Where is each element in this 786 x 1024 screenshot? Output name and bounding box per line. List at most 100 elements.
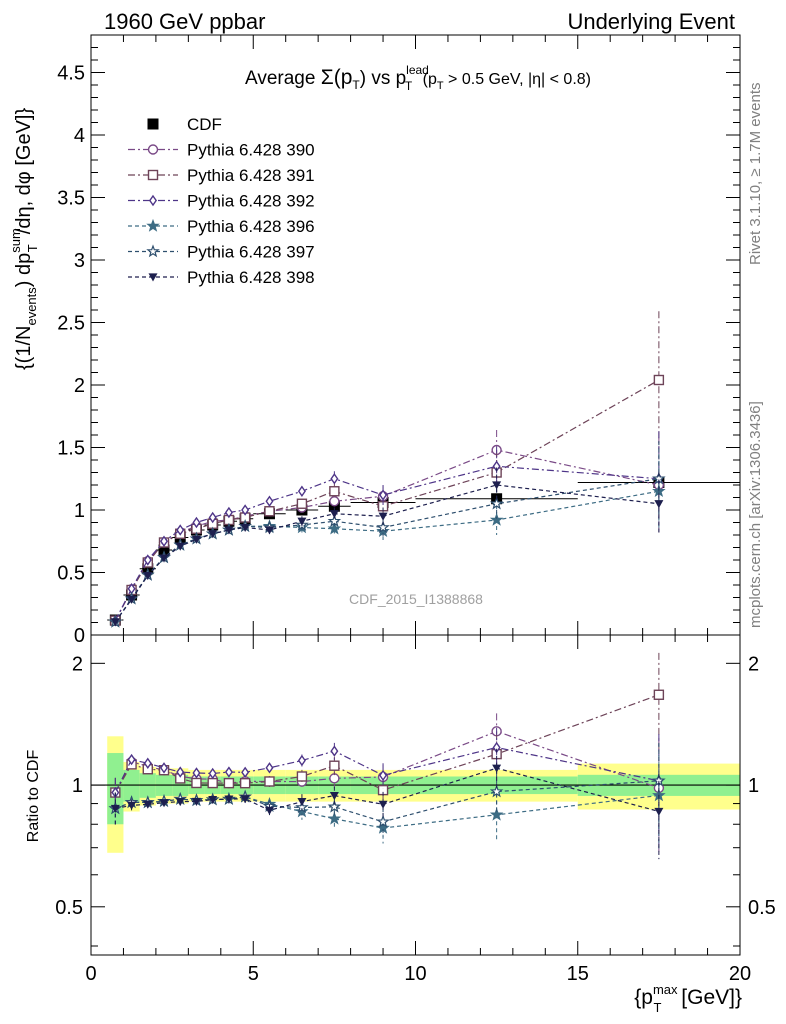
legend: CDF Pythia 6.428 390 Pythia 6.428 391 Pythi… xyxy=(128,115,315,287)
series-point xyxy=(240,523,250,532)
ratio-point xyxy=(653,689,665,700)
ratio-point xyxy=(143,800,153,809)
ratio-point xyxy=(127,801,137,810)
ratio-point xyxy=(191,777,202,789)
ratio-panel: 0.5 0.51 12 20 5 10 15 20 xyxy=(55,634,776,985)
main-y-tick-label: 1 xyxy=(74,500,85,522)
ratio-series-line xyxy=(114,730,660,793)
series-point xyxy=(327,521,342,535)
ratio-point xyxy=(239,777,251,789)
series-point xyxy=(329,496,340,507)
ratio-point xyxy=(330,745,339,757)
series-point xyxy=(329,510,339,519)
ratio-y-tick-label-right: 1 xyxy=(748,775,759,797)
ratio-y-tick-label-right: 0.5 xyxy=(748,897,776,919)
ratio-point xyxy=(379,769,388,782)
series-point xyxy=(264,506,275,517)
series-point xyxy=(127,595,137,604)
series-point xyxy=(489,512,504,526)
series-point xyxy=(224,526,234,535)
series-point xyxy=(653,374,665,386)
series-point xyxy=(378,512,388,521)
series-point xyxy=(208,511,217,524)
ratio-point xyxy=(208,767,217,780)
series-point xyxy=(143,554,152,566)
legend-item: Pythia 6.428 390 xyxy=(128,141,315,160)
series-point xyxy=(110,618,120,627)
ratio-y-tick-label-right: 2 xyxy=(748,653,759,675)
legend-item: CDF xyxy=(147,115,222,134)
series-point xyxy=(296,498,308,509)
ratio-point xyxy=(265,762,274,774)
series-point xyxy=(191,535,201,544)
ratio-point xyxy=(327,811,342,825)
series-point xyxy=(327,514,342,528)
series-point xyxy=(492,481,502,490)
ratio-point xyxy=(489,784,504,798)
legend-marker xyxy=(148,194,158,207)
series-point xyxy=(379,489,388,501)
ratio-y-tick-label: 0.5 xyxy=(55,897,83,919)
series-point xyxy=(329,486,340,497)
chart-title: Average Σ(pT) vs plead T (pT > 0.5 GeV, |… xyxy=(245,63,591,93)
ratio-point xyxy=(207,777,218,789)
series-point xyxy=(297,485,306,497)
ratio-point xyxy=(224,766,233,778)
series-point xyxy=(654,500,664,509)
ratio-point xyxy=(264,776,275,787)
legend-label: Pythia 6.428 391 xyxy=(187,166,315,185)
ratio-point xyxy=(264,806,274,815)
legend-item: Pythia 6.428 396 xyxy=(128,217,315,236)
main-y-tick-label: 0.5 xyxy=(57,563,85,585)
ratio-point xyxy=(296,771,308,782)
series-pythia-6428-398 xyxy=(110,467,664,627)
series-point xyxy=(489,496,504,510)
uncertainty-bands xyxy=(107,736,740,853)
ratio-point xyxy=(489,807,504,821)
analysis-watermark: CDF_2015_I1388868 xyxy=(349,591,483,607)
ratio-point xyxy=(492,764,502,773)
ratio-series-pythia-6428-398 xyxy=(110,748,664,860)
header-left: 1960 GeV ppbar xyxy=(104,9,265,34)
ratio-point xyxy=(329,760,340,771)
ratio-point xyxy=(208,796,218,805)
ratio-point xyxy=(654,807,664,816)
legend-item: Pythia 6.428 397 xyxy=(128,243,315,262)
ratio-point xyxy=(175,797,185,807)
series-point xyxy=(175,542,185,551)
stat-uncertainty-band xyxy=(123,769,140,802)
series-point xyxy=(159,554,169,563)
ratio-point xyxy=(160,762,169,774)
main-y-tick-label: 4 xyxy=(74,125,85,147)
series-point xyxy=(241,504,250,516)
x-axis-label: {pmax T [GeV]} xyxy=(634,982,742,1015)
x-tick-label: 20 xyxy=(729,963,751,985)
ratio-point xyxy=(143,757,152,769)
ratio-frame xyxy=(90,634,741,956)
header-right: Underlying Event xyxy=(567,9,735,34)
ratio-y-tick-label: 2 xyxy=(72,653,83,675)
main-y-tick-label: 2.5 xyxy=(57,313,85,335)
ratio-point xyxy=(241,766,250,779)
ratio-y-axis-label: Ratio to CDF xyxy=(25,750,42,843)
legend-label: Pythia 6.428 396 xyxy=(187,217,315,236)
main-panel: 0 0.5 1 1.5 2 2.5 3 3.5 4 4.5 CDF_2015_I1388868 xyxy=(57,34,741,955)
ratio-point xyxy=(329,792,339,801)
main-y-tick-label: 0 xyxy=(74,625,85,647)
ratio-point xyxy=(297,798,307,807)
ratio-point xyxy=(176,766,185,778)
series-point xyxy=(330,473,339,485)
legend-item: Pythia 6.428 392 xyxy=(128,192,315,211)
legend-label: CDF xyxy=(187,115,222,134)
main-y-tick-label: 2 xyxy=(74,375,85,397)
ratio-point xyxy=(329,773,340,784)
x-tick-label: 5 xyxy=(248,963,259,985)
legend-marker xyxy=(147,118,159,130)
rivet-version-label: Rivet 3.1.10, ≥ 1.7M events xyxy=(747,83,764,266)
ratio-point xyxy=(223,777,235,789)
ratio-point xyxy=(127,753,136,766)
ratio-point xyxy=(240,795,250,804)
cdf-point xyxy=(158,544,170,556)
ratio-point xyxy=(297,754,306,767)
legend-marker xyxy=(148,273,158,282)
